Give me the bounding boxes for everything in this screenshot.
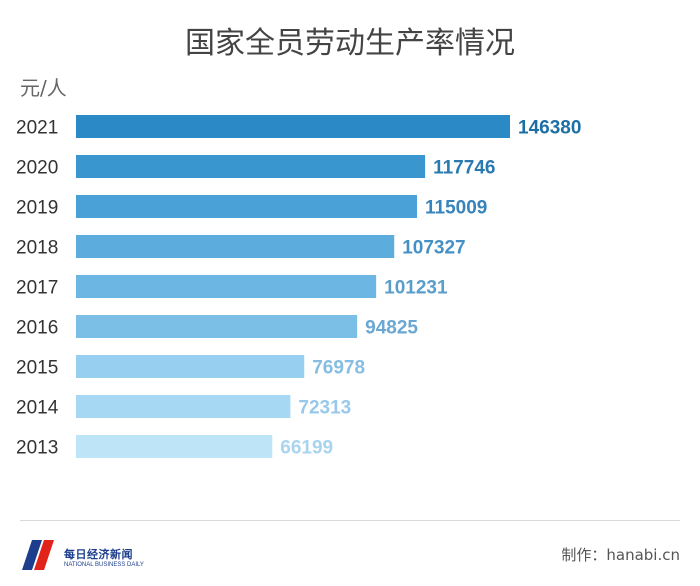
unit-label: 元/人 xyxy=(20,76,67,100)
bar xyxy=(76,275,377,298)
bar xyxy=(76,435,273,458)
bar xyxy=(76,355,305,378)
bars-group: 2021 146380 2020 117746 2019 115009 2018 107327… xyxy=(16,115,581,459)
category-label: 2019 xyxy=(16,198,58,219)
category-label: 2016 xyxy=(16,318,58,339)
value-label: 117746 xyxy=(433,158,495,179)
category-label: 2015 xyxy=(16,358,58,379)
footer-divider xyxy=(20,520,680,521)
category-label: 2013 xyxy=(16,438,58,459)
value-label: 94825 xyxy=(365,318,418,339)
bar xyxy=(76,115,510,138)
bar-chart: 国家全员劳动生产率情况 元/人 2021 146380 2020 117746 2019… xyxy=(16,26,581,459)
logo-text-en: NATIONAL BUSINESS DAILY xyxy=(64,562,144,568)
category-label: 2014 xyxy=(16,398,59,419)
category-label: 2017 xyxy=(16,278,58,299)
publisher-logo: 每日经济新闻 NATIONAL BUSINESS DAILY xyxy=(20,534,180,574)
chart-title: 国家全员劳动生产率情况 xyxy=(185,26,515,61)
credit-text: 制作：hanabi.cn xyxy=(561,546,680,564)
value-label: 115009 xyxy=(425,198,487,219)
logo-mark-icon xyxy=(22,540,54,570)
value-label: 146380 xyxy=(518,118,581,139)
bar xyxy=(76,195,417,218)
value-label: 66199 xyxy=(280,438,333,459)
value-label: 76978 xyxy=(312,358,365,379)
value-label: 101231 xyxy=(384,278,448,299)
value-label: 72313 xyxy=(298,398,351,419)
logo-text-cn: 每日经济新闻 xyxy=(64,548,133,561)
bar xyxy=(76,395,291,418)
category-label: 2021 xyxy=(16,118,58,139)
category-label: 2018 xyxy=(16,238,58,259)
bar xyxy=(76,235,395,258)
bar xyxy=(76,155,426,178)
value-label: 107327 xyxy=(402,238,465,259)
category-label: 2020 xyxy=(16,158,58,179)
bar xyxy=(76,315,358,338)
